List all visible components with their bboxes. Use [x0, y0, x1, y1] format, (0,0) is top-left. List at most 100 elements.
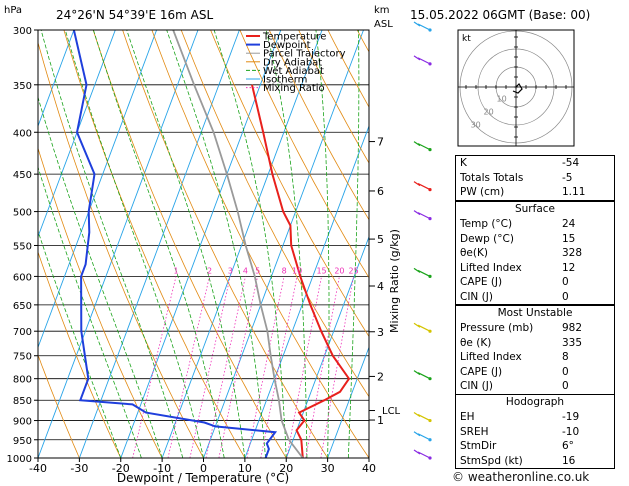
pressure-tick-label: 750 — [13, 352, 32, 363]
legend-label: Isotherm — [263, 75, 307, 86]
hodograph-title: Hodograph — [505, 396, 565, 408]
legend-label: Dry Adiabat — [263, 57, 322, 68]
wind-barb-dot — [428, 418, 432, 423]
dry-adiabat-line — [38, 146, 163, 458]
dry-adiabat-line — [621, 30, 629, 458]
legend-label: Wet Adiabat — [263, 66, 324, 77]
mixing-ratio-line — [167, 276, 210, 458]
wind-barb-flag — [413, 181, 421, 187]
mixing-ratio-label: 20 — [334, 266, 344, 275]
wind-barb — [417, 57, 431, 65]
hodo-row: SREH -10 — [460, 425, 580, 438]
pressure-tick-label: 950 — [13, 436, 32, 447]
isotherm-line — [38, 30, 199, 458]
footer-credit[interactable]: © weatheronline.co.uk — [452, 470, 590, 484]
wind-barb — [417, 414, 431, 422]
isotherm-line — [38, 30, 75, 128]
wind-barb — [417, 451, 431, 459]
wind-barb-flag — [413, 267, 421, 273]
surface-panel: Surface Temp (°C) 24 Dewp (°C) 15 θe(K) 328… — [455, 201, 615, 305]
indices-panel: K -54 Totals Totals -5 PW (cm) 1.11 — [455, 155, 615, 201]
x-tick-label: -40 — [29, 462, 47, 475]
wet-adiabat-line — [38, 229, 122, 458]
x-tick-label: 40 — [362, 462, 376, 475]
surface-title: Surface — [514, 203, 555, 215]
pressure-tick-label: 900 — [13, 417, 32, 428]
wind-barb-dot — [428, 438, 432, 442]
wind-barb — [417, 183, 431, 191]
wind-barb-dot — [428, 187, 432, 192]
km-tick-label: 7 — [377, 136, 384, 149]
dry-adiabat-line — [38, 353, 80, 458]
wind-barb-dot — [428, 377, 432, 381]
x-tick-label: -10 — [153, 462, 171, 475]
wet-adiabat-line — [213, 30, 287, 458]
wet-adiabat-line — [166, 30, 266, 458]
hpa-unit: hPa — [4, 5, 22, 16]
mu-row: θe (K) 335 — [460, 336, 583, 349]
lcl-label: LCL — [382, 406, 401, 417]
km-tick-label: 6 — [377, 185, 384, 198]
wind-barb-flag — [413, 55, 421, 61]
index-row: K -54 — [460, 157, 580, 169]
mixing-ratio-line — [260, 276, 298, 458]
mixing-ratio-label: 15 — [316, 266, 326, 275]
asl-unit: ASL — [374, 19, 393, 30]
km-tick-label: 1 — [377, 414, 384, 427]
pressure-tick-label: 650 — [13, 301, 32, 312]
dry-adiabat-line — [210, 30, 369, 338]
mixing-ratio-line — [320, 276, 354, 458]
isotherm-line — [244, 124, 369, 458]
hodograph-panel: Hodograph EH -19 SREH -10 StmDir 6° StmSpd … — [455, 394, 615, 469]
mixing-ratio-line — [305, 276, 340, 458]
dry-adiabat-line — [180, 30, 369, 398]
wind-barb-dot — [428, 456, 432, 460]
legend-label: Parcel Trajectory — [263, 49, 346, 60]
mixing-ratio-label: 4 — [243, 266, 248, 275]
wind-barb-flag — [413, 449, 421, 455]
datetime-title: 15.05.2022 06GMT (Base: 00) — [410, 8, 590, 22]
x-tick-label: 30 — [321, 462, 335, 475]
wet-adiabat-line — [64, 30, 204, 458]
km-tick-label: 4 — [377, 280, 384, 293]
dewpoint-line — [72, 30, 278, 458]
isotherm-line — [78, 30, 240, 458]
wind-barb-dot — [428, 274, 432, 279]
dry-adiabat-line — [63, 30, 246, 458]
wind-barb-dot — [428, 148, 432, 152]
wind-barb-flag — [413, 141, 421, 147]
surface-row: CAPE (J) 0 — [460, 276, 569, 288]
pressure-tick-label: 600 — [13, 272, 32, 283]
dry-adiabat-line — [239, 30, 369, 279]
mixing-ratio-axis-label: Mixing Ratio (g/kg) — [388, 229, 401, 333]
x-tick-label: 10 — [238, 462, 252, 475]
mixing-ratio-label: 3 — [228, 266, 233, 275]
pressure-tick-label: 500 — [13, 208, 32, 219]
pressure-tick-label: 850 — [13, 396, 32, 407]
hodograph-ring-label: 20 — [484, 107, 494, 116]
wind-barb-flag — [413, 322, 421, 328]
x-tick-label: 20 — [279, 462, 293, 475]
mixing-ratio-line — [246, 276, 285, 458]
surface-row: CIN (J) 0 — [460, 290, 569, 303]
mixing-ratio-line — [218, 276, 258, 458]
wind-barb — [417, 324, 431, 332]
wind-barb-flag — [413, 21, 421, 27]
pressure-tick-label: 350 — [13, 81, 32, 92]
surface-row: θe(K) 328 — [460, 247, 583, 259]
isotherm-line — [285, 235, 369, 458]
x-tick-label: -30 — [70, 462, 88, 475]
wind-barb-flag — [413, 210, 421, 216]
hodo-row: EH -19 — [460, 411, 580, 423]
wet-adiabat-line — [93, 30, 225, 458]
mixing-ratio-line — [132, 276, 177, 458]
parcel-trajectory-line — [172, 30, 304, 458]
wet-adiabat-line — [347, 30, 360, 458]
hodo-row: StmDir 6° — [460, 440, 574, 452]
isotherm-line — [38, 30, 158, 349]
mixing-ratio-label: 5 — [255, 266, 260, 275]
wind-barb — [417, 433, 431, 441]
wind-barb-flag — [413, 370, 421, 376]
